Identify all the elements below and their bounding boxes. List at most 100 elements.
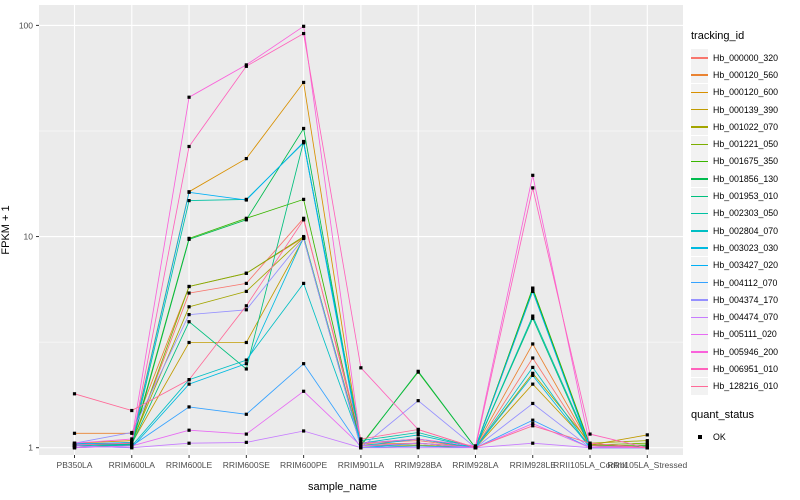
legend-line-swatch <box>691 83 708 101</box>
data-point <box>187 340 191 345</box>
legend-item-Hb_001856_130: Hb_001856_130 <box>691 170 799 188</box>
data-point <box>531 289 535 293</box>
data-point <box>416 430 420 435</box>
x-tick-label: RRIM600SE <box>223 460 271 470</box>
data-point <box>187 382 191 386</box>
legend-item-Hb_003023_030: Hb_003023_030 <box>691 239 799 257</box>
data-point <box>588 446 592 450</box>
data-point <box>244 218 248 222</box>
data-point <box>244 304 248 308</box>
legend-line-swatch <box>691 222 708 240</box>
data-point <box>416 439 420 443</box>
data-point <box>302 281 306 285</box>
data-point <box>244 308 248 312</box>
data-point <box>244 156 248 161</box>
data-point <box>244 281 248 285</box>
data-point <box>302 218 306 222</box>
data-point <box>531 316 535 320</box>
legend-item-Hb_005111_020: Hb_005111_020 <box>691 325 799 343</box>
data-point <box>72 431 77 435</box>
y-tick-label: 100 <box>19 20 33 30</box>
data-point <box>187 441 191 445</box>
data-point <box>244 362 248 366</box>
x-tick-label: RRIM928LE <box>510 460 557 470</box>
legend-item-Hb_004112_070: Hb_004112_070 <box>691 274 799 291</box>
data-point <box>645 446 649 450</box>
x-tick-label: PB350LA <box>57 460 93 470</box>
data-point <box>473 446 478 450</box>
legend-tracking-items: Hb_000000_320 Hb_000120_560 Hb_000120_600 H… <box>691 49 799 395</box>
data-point <box>359 366 363 370</box>
legend-item-Hb_004374_170: Hb_004374_170 <box>691 291 799 309</box>
legend-item-label: Hb_000000_320 <box>713 52 779 63</box>
legend-line-swatch <box>691 377 708 395</box>
legend-item-label: Hb_001221_050 <box>713 139 779 150</box>
legend-item-Hb_001675_350: Hb_001675_350 <box>691 152 799 170</box>
legend-item-Hb_001022_070: Hb_001022_070 <box>691 118 799 136</box>
x-tick-label: RRII105LA_Stressed <box>607 460 687 470</box>
data-point <box>187 378 191 382</box>
legend-line-swatch <box>691 274 708 291</box>
legend-panel: tracking_id Hb_000000_320 Hb_000120_560 Hb… <box>691 30 799 445</box>
data-point <box>531 401 535 406</box>
data-point <box>416 369 420 373</box>
legend-line-swatch <box>691 239 708 257</box>
legend-line-swatch <box>691 204 708 222</box>
data-point <box>416 441 420 445</box>
legend-item-Hb_000120_600: Hb_000120_600 <box>691 83 799 101</box>
data-point <box>531 371 535 375</box>
data-point <box>187 144 191 149</box>
data-point <box>130 441 134 445</box>
data-point <box>302 140 306 144</box>
black-square-point-icon <box>691 428 708 445</box>
data-point <box>244 412 248 416</box>
data-point <box>187 237 191 241</box>
data-point <box>130 437 134 441</box>
data-point <box>244 440 248 444</box>
data-point <box>244 289 248 293</box>
data-point <box>244 198 248 202</box>
legend-line-swatch <box>691 118 708 136</box>
legend-item-label: Hb_003023_030 <box>713 242 779 253</box>
legend-line-swatch <box>691 135 708 153</box>
data-point <box>130 444 134 448</box>
legend-line-swatch <box>691 49 708 67</box>
data-point <box>531 373 535 377</box>
x-axis-title: sample_name <box>307 481 378 493</box>
legend-line-swatch <box>691 101 708 119</box>
data-point <box>359 439 363 443</box>
data-point <box>531 288 535 292</box>
legend-item-label: Hb_004112_070 <box>713 277 778 288</box>
data-point <box>130 408 134 413</box>
data-point <box>130 439 134 443</box>
legend-item-label: Hb_004374_170 <box>713 294 779 305</box>
legend-line-swatch <box>691 256 708 274</box>
legend-item-Hb_006951_010: Hb_006951_010 <box>691 360 799 378</box>
legend-line-swatch <box>691 152 708 170</box>
legend-line-swatch <box>691 66 708 84</box>
data-point <box>531 342 535 346</box>
legend-item-label: Hb_005946_200 <box>713 346 779 357</box>
legend-item-label: Hb_006951_010 <box>713 363 779 374</box>
legend-item-Hb_005946_200: Hb_005946_200 <box>691 343 799 361</box>
x-tick-label: RRIM901LA <box>338 460 385 470</box>
legend-line-swatch <box>691 360 708 378</box>
data-point <box>244 358 248 362</box>
data-point <box>531 418 535 422</box>
legend-item-Hb_000120_560: Hb_000120_560 <box>691 66 799 84</box>
legend-item-Hb_004474_070: Hb_004474_070 <box>691 308 799 326</box>
y-tick-label: 1 <box>28 443 33 453</box>
legend-item-label: Hb_005111_020 <box>713 329 777 340</box>
data-point <box>531 422 535 426</box>
data-point <box>416 444 420 448</box>
data-point <box>531 314 535 318</box>
data-point <box>588 441 592 445</box>
legend-line-swatch <box>691 170 708 188</box>
legend-item-label: Hb_128216_010 <box>713 381 779 392</box>
legend-item-label: OK <box>713 431 726 442</box>
data-point <box>531 365 535 370</box>
data-point <box>359 444 363 448</box>
data-point <box>187 190 191 194</box>
